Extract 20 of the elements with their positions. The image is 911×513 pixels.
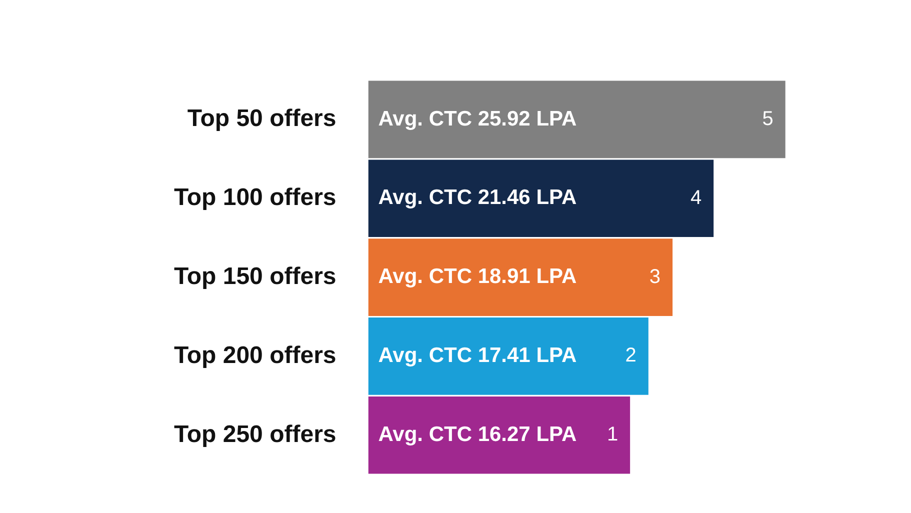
bar	[368, 318, 648, 395]
y-tick-label: Top 100 offers	[174, 184, 336, 212]
bar	[368, 238, 673, 316]
data-label: Avg. CTC 25.92 LPA	[378, 107, 577, 130]
y-tick-label: Top 250 offers	[174, 420, 336, 448]
data-label: Avg. CTC 17.41 LPA	[378, 344, 577, 368]
y-tick-label: Top 150 offers	[174, 262, 336, 290]
annotation: 2	[625, 344, 636, 367]
annotation: 4	[690, 186, 702, 209]
data-label: Avg. CTC 16.27 LPA	[378, 422, 577, 446]
y-tick-label: Top 50 offers	[187, 105, 336, 132]
bar	[368, 80, 786, 158]
bar	[368, 160, 714, 238]
annotation: 3	[649, 266, 661, 288]
data-label: Avg. CTC 21.46 LPA	[378, 186, 577, 210]
data-label: Avg. CTC 18.91 LPA	[378, 265, 577, 288]
y-tick-label: Top 200 offers	[174, 342, 336, 369]
bar	[368, 396, 630, 474]
annotation: 5	[762, 108, 774, 130]
annotation: 1	[606, 424, 618, 446]
